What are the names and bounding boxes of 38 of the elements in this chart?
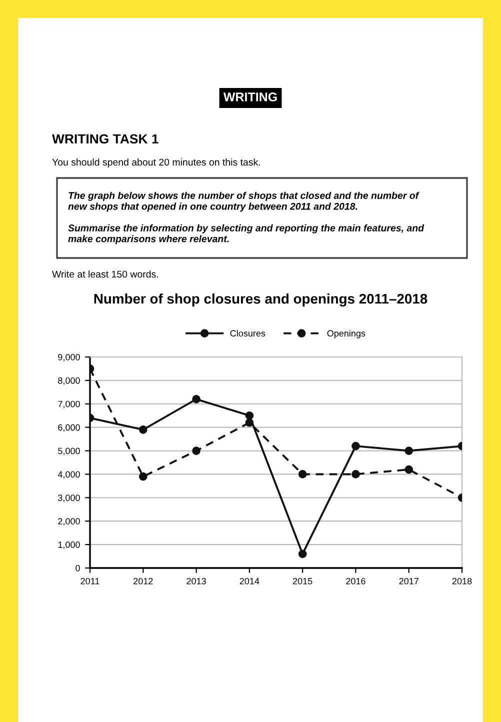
x-tick-label: 2017 (399, 578, 418, 584)
x-tick-label: 2011 (80, 578, 100, 584)
chart-title: Number of shop closures and openings 2011–2018 (94, 293, 428, 307)
legend-label: Openings (327, 330, 366, 338)
point (404, 465, 414, 474)
text: You should spend about 20 minutes on this task. (52, 158, 260, 168)
point (298, 470, 307, 478)
y-tick-label: 7,000 (58, 400, 80, 408)
y-tick-label: 3,000 (58, 494, 80, 502)
text: Write at least 150 words. (52, 270, 158, 278)
text: The graph below shows the number of shops that closed and the number of new shops that opened in one country between 2011 and 2018. Summarise the information by selecting and reporting the main features, and make comparisons where relevant. (68, 192, 424, 244)
point (298, 550, 307, 558)
y-tick-label: 0 (76, 564, 80, 572)
point (352, 442, 360, 450)
point (192, 446, 200, 455)
x-tick-label: 2012 (134, 578, 153, 584)
y-tick-label: 2,000 (58, 518, 80, 526)
y-tick-label: 8,000 (58, 377, 80, 385)
y-tick-label: 5,000 (58, 448, 80, 456)
point (352, 470, 360, 478)
y-tick-label: 9,000 (58, 354, 80, 362)
x-tick-label: 2016 (346, 578, 366, 584)
point (138, 472, 148, 481)
point (245, 418, 254, 427)
point (192, 395, 200, 404)
text: WRITING (223, 92, 277, 102)
x-tick-label: 2018 (452, 578, 472, 584)
y-tick-label: 6,000 (58, 424, 80, 432)
y-tick-label: 4,000 (58, 471, 80, 479)
y-tick-label: 1,000 (58, 542, 80, 549)
point (138, 426, 148, 434)
x-tick-label: 2014 (240, 578, 260, 584)
text: WRITING TASK 1 (52, 134, 158, 144)
x-tick-label: 2015 (292, 578, 312, 584)
x-tick-label: 2013 (186, 578, 206, 584)
point (404, 446, 414, 455)
legend-label: Closures (230, 330, 266, 337)
point (245, 411, 254, 420)
